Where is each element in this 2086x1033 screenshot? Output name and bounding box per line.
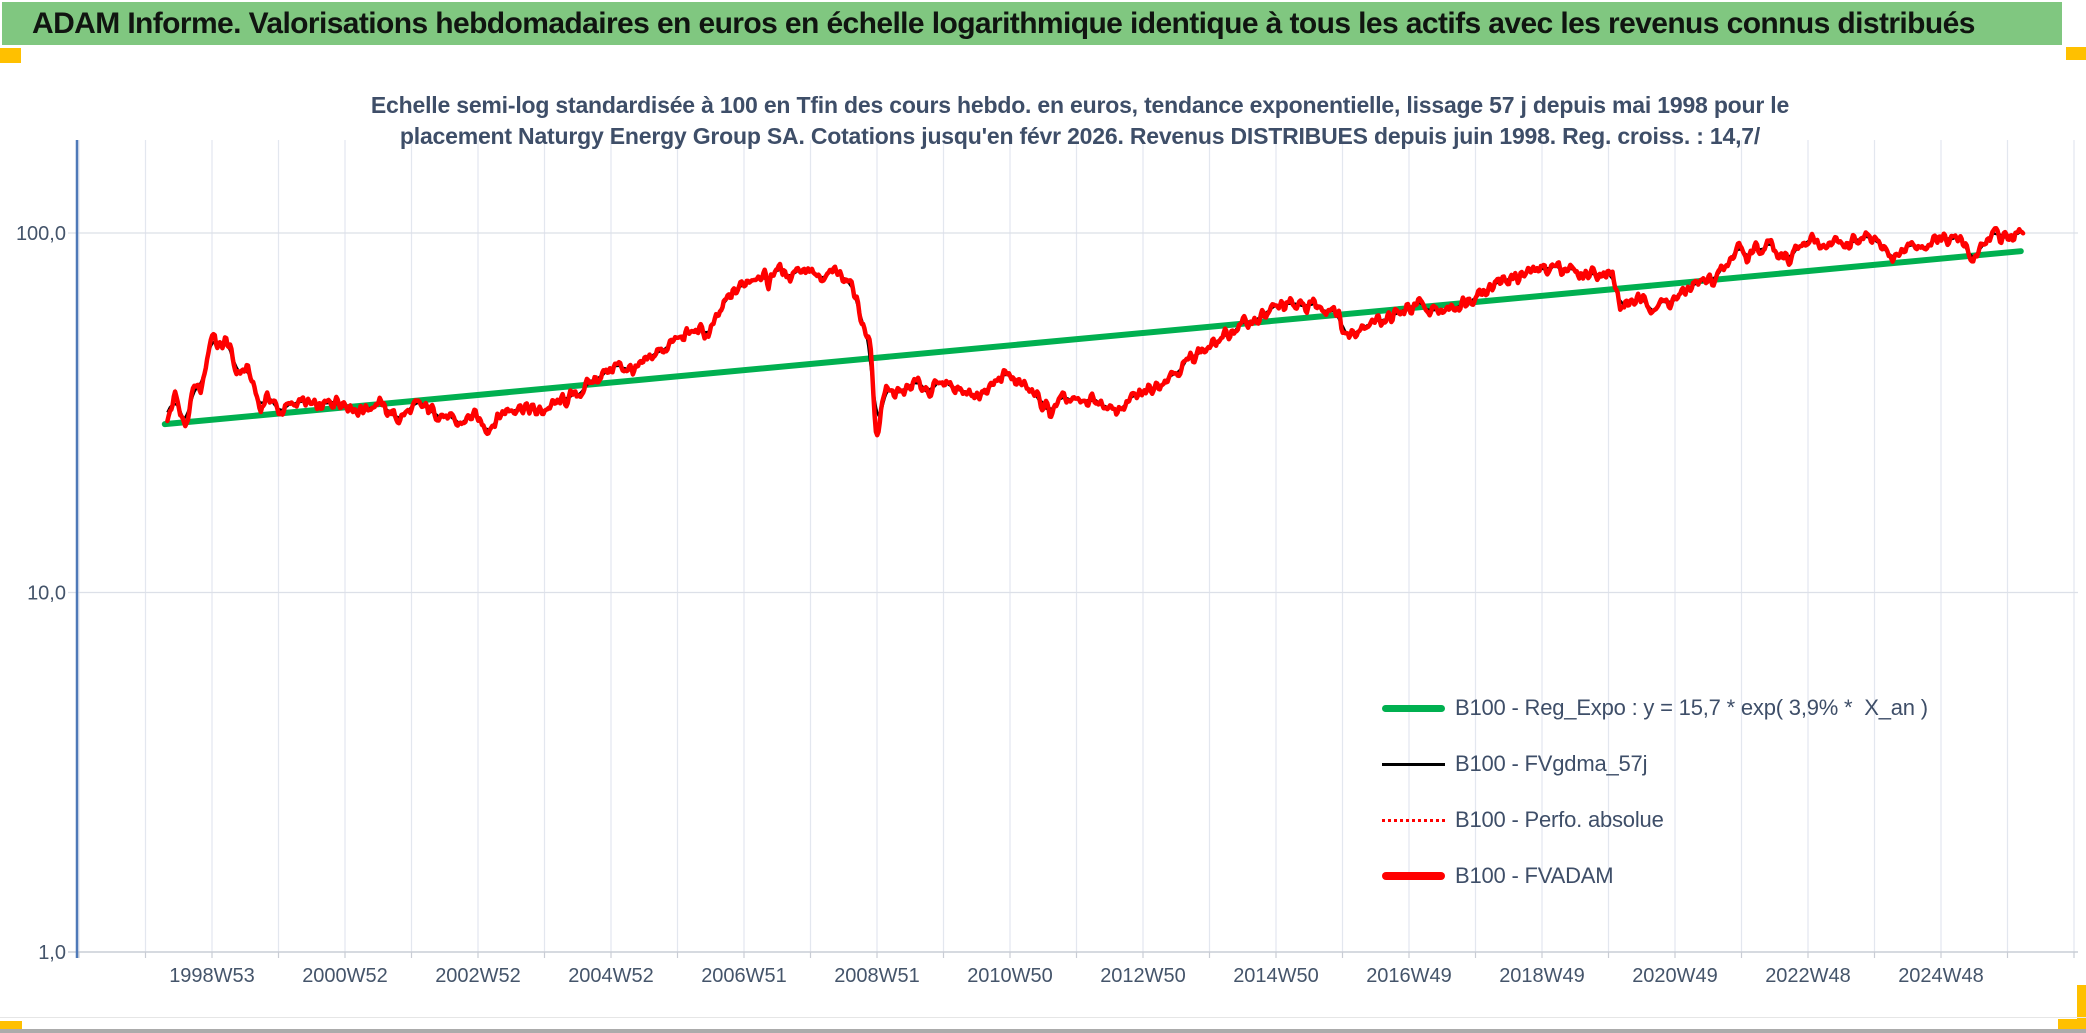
sheet-marker-right-strip	[2077, 985, 2086, 1033]
x-axis-label: 2020W49	[1632, 965, 1718, 987]
x-axis-label: 2012W50	[1100, 965, 1186, 987]
legend-swatch-red-line	[1382, 872, 1445, 880]
legend-label: B100 - Perfo. absolue	[1455, 807, 1664, 832]
legend-swatch-black-line	[1382, 762, 1445, 766]
legend-label: B100 - FVADAM	[1455, 863, 1614, 888]
series-line-fvadam	[165, 226, 2026, 438]
x-axis-label: 2022W48	[1765, 965, 1851, 987]
x-axis-label: 2004W52	[568, 965, 654, 987]
x-axis-label: 2006W51	[701, 965, 787, 987]
x-axis-label: 1998W53	[169, 965, 255, 987]
legend-item-fvgdma[interactable]: B100 - FVgdma_57j	[1382, 736, 1928, 792]
x-axis-label: 2024W48	[1898, 965, 1984, 987]
y-axis-label: 1,0	[38, 942, 66, 964]
legend: B100 - Reg_Expo : y = 15,7 * exp( 3,9% *…	[1382, 680, 1928, 904]
legend-item-fvadam[interactable]: B100 - FVADAM	[1382, 848, 1928, 904]
legend-label: B100 - Reg_Expo : y = 15,7 * exp( 3,9% *…	[1455, 695, 1928, 720]
x-axis-label: 2008W51	[834, 965, 920, 987]
window-bottom-edge	[0, 1029, 2086, 1033]
x-axis-label: 2016W49	[1366, 965, 1452, 987]
chart-title-line1: Echelle semi-log standardisée à 100 en T…	[370, 92, 1790, 118]
y-axis-label: 100,0	[16, 223, 66, 245]
sheet-marker-top-left	[0, 48, 21, 63]
title-bar: ADAM Informe. Valorisations hebdomadaire…	[2, 2, 2062, 45]
chart-bottom-separator	[0, 1017, 2086, 1018]
window-title: ADAM Informe. Valorisations hebdomadaire…	[32, 6, 1975, 40]
legend-swatch-red-dotted-line	[1382, 818, 1445, 822]
chart-title: Echelle semi-log standardisée à 100 en T…	[90, 90, 2070, 152]
x-axis-label: 2000W52	[302, 965, 388, 987]
x-axis-label: 2014W50	[1233, 965, 1319, 987]
chart-title-line2: placement Naturgy Energy Group SA. Cotat…	[399, 123, 1761, 149]
x-axis-label: 2010W50	[967, 965, 1053, 987]
legend-label: B100 - FVgdma_57j	[1455, 751, 1648, 776]
y-axis-label: 10,0	[27, 583, 66, 605]
legend-item-perfo-absolue[interactable]: B100 - Perfo. absolue	[1382, 792, 1928, 848]
x-axis-label: 2018W49	[1499, 965, 1585, 987]
legend-item-reg-expo[interactable]: B100 - Reg_Expo : y = 15,7 * exp( 3,9% *…	[1382, 680, 1928, 736]
sheet-marker-top-right	[2066, 47, 2086, 60]
x-axis-label: 2002W52	[435, 965, 521, 987]
legend-swatch-green-line	[1382, 704, 1445, 712]
